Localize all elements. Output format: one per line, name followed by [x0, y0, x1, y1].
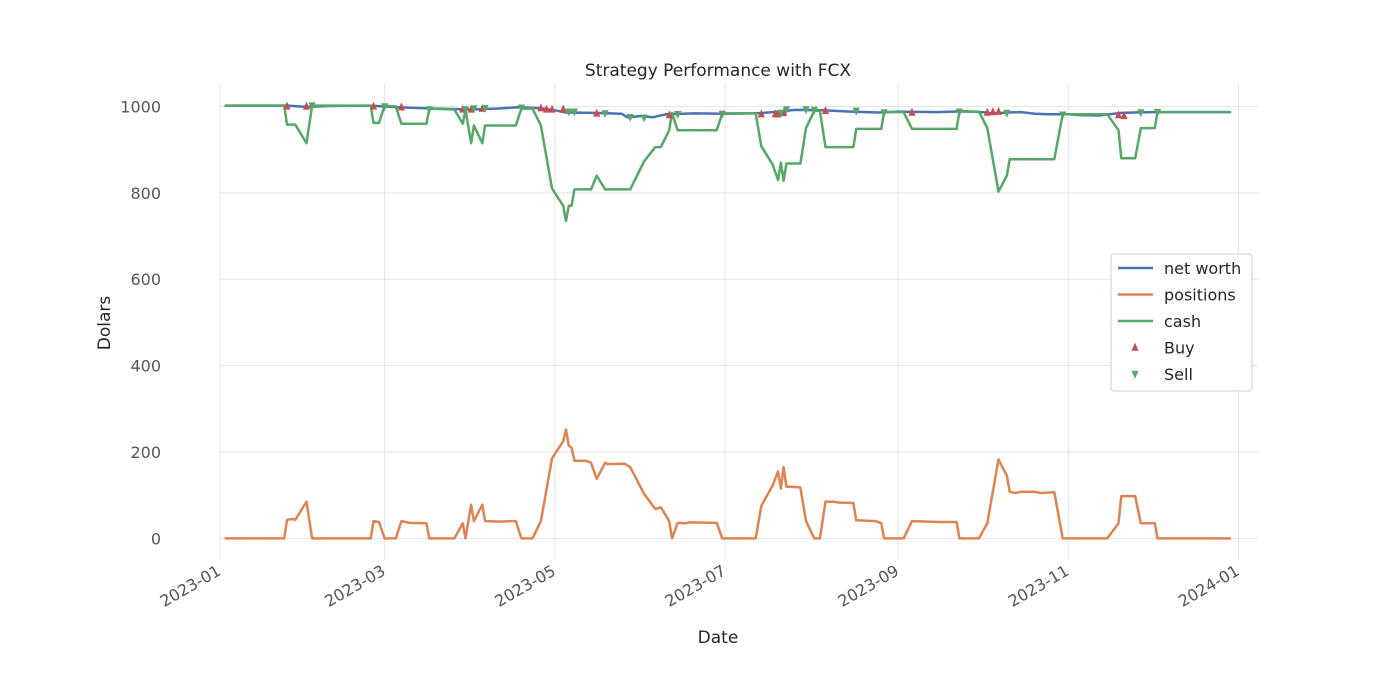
buy-marker — [989, 107, 997, 116]
buy-marker — [983, 107, 991, 116]
buy-marker — [559, 104, 567, 113]
series-line-cash — [224, 104, 1232, 223]
x-axis-label: Date — [698, 628, 739, 648]
buy-marker — [994, 106, 1003, 115]
sell-marker — [1003, 109, 1011, 118]
y-tick-label: 800 — [130, 184, 161, 203]
y-tick-label: 600 — [130, 270, 161, 289]
x-tick-label: 2023-03 — [321, 561, 388, 611]
sell-marker — [1153, 108, 1162, 117]
legend-label: positions — [1164, 286, 1236, 305]
legend-label: Buy — [1164, 339, 1195, 358]
legend-swatch — [1131, 370, 1139, 379]
sell-marker — [880, 109, 888, 118]
buy-marker — [369, 101, 378, 110]
legend-label: Sell — [1164, 365, 1193, 384]
x-tick-label: 2023-07 — [662, 561, 729, 611]
buy-marker — [757, 109, 765, 118]
buy-marker — [537, 103, 545, 112]
buy-marker — [548, 104, 556, 113]
sell-marker — [802, 106, 810, 115]
sell-marker — [674, 111, 682, 120]
chart-title: Strategy Performance with FCX — [585, 61, 851, 81]
sell-marker — [1137, 109, 1145, 118]
legend: net worth positions cash Buy Sell — [1110, 253, 1253, 392]
x-tick-label: 2023-09 — [835, 561, 902, 611]
legend-label: cash — [1164, 312, 1201, 331]
buy-marker — [908, 107, 916, 116]
sell-marker — [308, 102, 316, 111]
trade-markers — [283, 101, 1162, 123]
series-lines — [224, 104, 1232, 540]
sell-marker — [517, 104, 525, 113]
sell-marker — [601, 110, 609, 119]
sell-marker — [425, 106, 433, 115]
buy-marker — [542, 104, 551, 113]
y-tick-label: 1000 — [120, 97, 161, 116]
sell-marker — [777, 109, 785, 118]
buy-marker — [1114, 110, 1123, 119]
legend-frame — [1110, 253, 1253, 392]
legend-swatch — [1131, 342, 1139, 351]
axis-ticks: 0 200 400 600 800 1000 2023-01 2023-03 2023-05 20… — [120, 97, 1242, 610]
x-tick-label: 2023-11 — [1005, 561, 1072, 611]
sell-marker — [955, 108, 964, 117]
buy-marker — [821, 105, 830, 114]
sell-marker — [782, 106, 791, 115]
buy-marker — [283, 101, 291, 110]
buy-marker — [302, 101, 311, 110]
y-axis-label: Dolars — [95, 296, 115, 351]
x-tick-label: 2023-01 — [157, 561, 224, 611]
sell-marker — [852, 107, 860, 116]
sell-marker — [565, 108, 573, 117]
grid — [219, 84, 1258, 560]
sell-marker — [1059, 111, 1067, 120]
sell-marker — [810, 106, 818, 115]
series-line-positions — [224, 428, 1232, 540]
y-tick-label: 0 — [151, 529, 161, 548]
x-tick-label: 2024-01 — [1175, 561, 1242, 611]
series-line-net-worth — [224, 104, 1232, 119]
sell-marker — [470, 105, 478, 114]
buy-marker — [665, 110, 673, 119]
sell-marker — [481, 104, 489, 113]
sell-marker — [718, 110, 726, 119]
sell-marker — [381, 103, 389, 112]
sell-marker — [626, 114, 634, 123]
buy-marker — [593, 108, 601, 117]
sell-marker — [570, 108, 578, 117]
legend-label: net worth — [1164, 259, 1241, 278]
buy-marker — [397, 102, 405, 111]
sell-marker — [461, 106, 470, 115]
x-tick-label: 2023-05 — [491, 561, 558, 611]
sell-marker — [640, 114, 648, 123]
buy-marker — [1120, 111, 1128, 120]
y-tick-label: 200 — [130, 443, 161, 462]
y-tick-label: 400 — [130, 357, 161, 376]
